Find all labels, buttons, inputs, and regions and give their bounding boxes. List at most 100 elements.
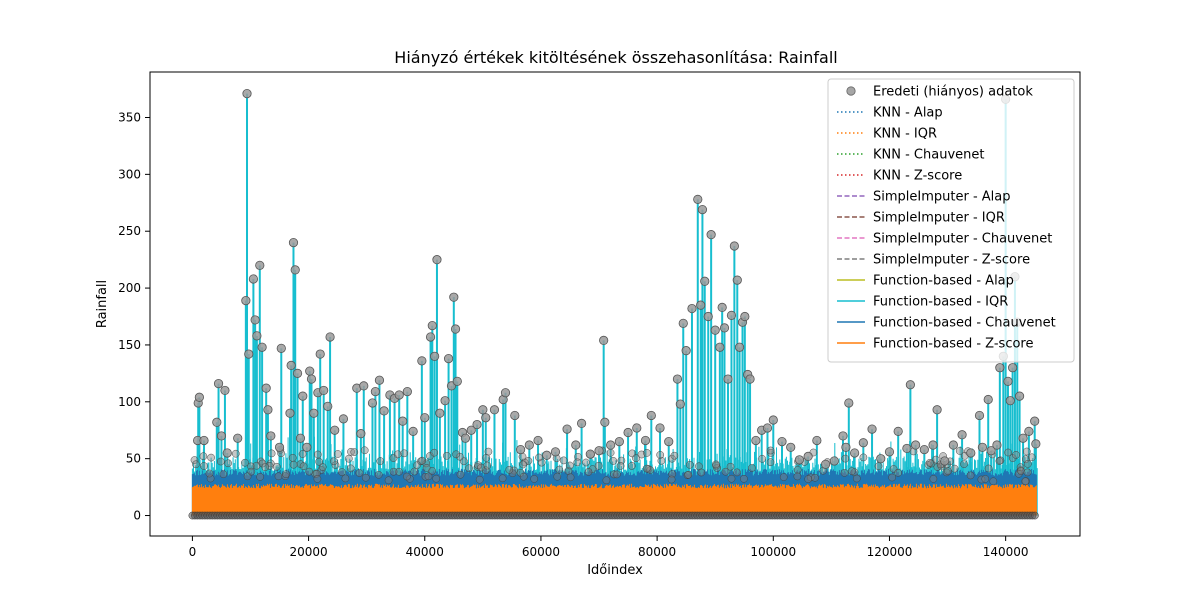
peak-marker bbox=[562, 424, 572, 434]
original-marker bbox=[602, 476, 611, 485]
peak-marker bbox=[905, 380, 915, 390]
original-marker bbox=[697, 468, 706, 477]
peak-marker bbox=[325, 332, 335, 342]
original-marker bbox=[632, 454, 640, 463]
peak-marker bbox=[510, 410, 520, 421]
original-marker bbox=[950, 464, 959, 473]
original-marker bbox=[484, 447, 493, 456]
peak-marker bbox=[266, 431, 276, 441]
peak-marker bbox=[729, 241, 739, 251]
peak-marker bbox=[867, 424, 877, 434]
original-marker bbox=[848, 467, 856, 476]
original-marker bbox=[995, 457, 1004, 465]
original-marker bbox=[456, 470, 465, 479]
peak-marker bbox=[402, 386, 412, 397]
original-marker bbox=[566, 461, 574, 470]
x-tick-label: 40000 bbox=[406, 545, 444, 559]
peak-marker bbox=[594, 446, 604, 456]
original-marker bbox=[606, 448, 615, 457]
original-marker bbox=[403, 472, 411, 481]
original-marker bbox=[519, 472, 528, 481]
peak-marker bbox=[449, 292, 459, 302]
legend-label: KNN - Chauvenet bbox=[873, 148, 984, 163]
peak-marker bbox=[330, 425, 340, 435]
peak-marker bbox=[257, 342, 267, 352]
peak-marker bbox=[450, 324, 461, 334]
original-marker bbox=[927, 459, 936, 468]
original-marker bbox=[582, 458, 590, 467]
plot-area bbox=[188, 89, 1041, 520]
original-marker bbox=[518, 452, 527, 461]
peak-marker bbox=[614, 437, 624, 447]
peak-marker bbox=[338, 414, 349, 424]
original-marker bbox=[199, 452, 208, 461]
peak-marker bbox=[803, 451, 813, 461]
original-marker bbox=[376, 457, 385, 465]
x-tick-label: 140000 bbox=[983, 545, 1029, 559]
peak-marker bbox=[533, 435, 543, 446]
peak-marker bbox=[319, 385, 329, 396]
original-marker bbox=[530, 475, 539, 483]
peak-marker bbox=[697, 205, 708, 215]
original-marker bbox=[811, 473, 819, 482]
peak-marker bbox=[599, 335, 609, 345]
original-marker bbox=[261, 463, 270, 472]
legend-item: KNN - Chauvenet bbox=[837, 148, 984, 163]
original-marker bbox=[1023, 460, 1032, 468]
original-marker bbox=[616, 462, 625, 470]
peak-marker bbox=[715, 342, 725, 352]
original-marker bbox=[977, 475, 986, 484]
original-marker bbox=[313, 475, 322, 483]
peak-marker bbox=[640, 435, 651, 446]
y-tick-label: 50 bbox=[126, 452, 141, 466]
peak-marker bbox=[241, 295, 251, 306]
original-marker bbox=[524, 457, 533, 465]
peak-marker bbox=[250, 315, 260, 325]
peak-marker bbox=[430, 351, 440, 361]
legend-item: SimpleImputer - Chauvenet bbox=[837, 232, 1052, 247]
peak-marker bbox=[977, 442, 988, 452]
original-marker bbox=[888, 473, 896, 482]
x-tick-label: 0 bbox=[189, 545, 197, 559]
original-marker bbox=[266, 459, 275, 468]
original-marker bbox=[684, 470, 693, 479]
original-marker bbox=[727, 474, 736, 483]
original-marker bbox=[313, 450, 322, 459]
original-marker bbox=[190, 456, 199, 464]
peak-marker bbox=[516, 444, 526, 455]
peak-marker bbox=[440, 396, 450, 406]
original-marker bbox=[360, 446, 369, 455]
original-marker bbox=[942, 468, 951, 477]
peak-marker bbox=[417, 356, 427, 366]
original-marker bbox=[712, 460, 720, 469]
original-marker bbox=[889, 465, 898, 473]
original-marker bbox=[1017, 467, 1025, 475]
peak-marker bbox=[524, 440, 534, 450]
original-marker bbox=[374, 470, 383, 479]
peak-marker bbox=[585, 449, 595, 459]
x-tick-label: 80000 bbox=[638, 545, 676, 559]
original-marker bbox=[432, 474, 441, 483]
peak-marker bbox=[732, 275, 742, 285]
original-marker bbox=[192, 460, 200, 469]
peak-marker bbox=[719, 323, 730, 333]
peak-marker bbox=[359, 381, 369, 391]
peak-marker bbox=[398, 416, 408, 426]
original-marker bbox=[465, 464, 473, 473]
peak-marker bbox=[693, 194, 703, 204]
original-marker bbox=[452, 450, 460, 459]
peak-marker bbox=[374, 375, 385, 385]
peak-marker bbox=[216, 431, 227, 441]
peak-marker bbox=[286, 360, 296, 371]
original-marker bbox=[894, 468, 902, 477]
original-marker bbox=[804, 475, 813, 483]
peak-marker bbox=[768, 415, 778, 425]
original-marker bbox=[766, 446, 775, 455]
peak-marker bbox=[762, 423, 773, 433]
original-marker bbox=[1022, 455, 1030, 464]
original-marker bbox=[344, 454, 353, 463]
original-marker bbox=[346, 464, 355, 473]
original-marker bbox=[1012, 451, 1020, 459]
original-marker bbox=[613, 470, 621, 479]
